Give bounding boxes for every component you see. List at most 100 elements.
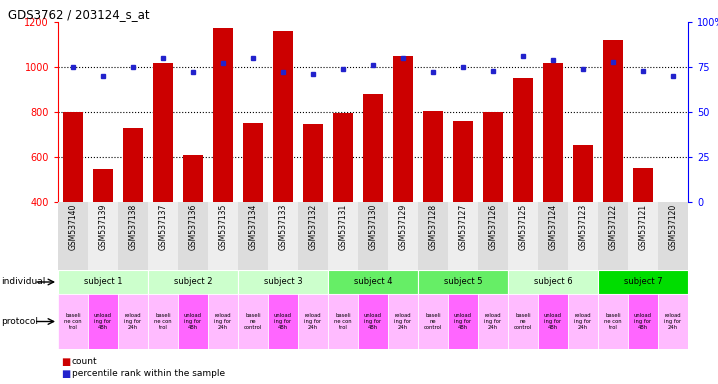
Bar <box>178 202 208 270</box>
Bar <box>418 294 448 349</box>
Text: unload
ing for
48h: unload ing for 48h <box>634 313 652 330</box>
Bar <box>598 270 688 294</box>
Bar <box>658 294 688 349</box>
Bar <box>123 128 143 202</box>
Text: baseli
ne con
trol: baseli ne con trol <box>334 313 352 330</box>
Bar <box>603 40 623 202</box>
Bar <box>268 294 298 349</box>
Bar <box>538 202 568 270</box>
Text: reload
ing for
24h: reload ing for 24h <box>304 313 322 330</box>
Text: ■: ■ <box>61 357 70 367</box>
Bar <box>328 294 358 349</box>
Bar <box>453 121 472 202</box>
Bar <box>274 31 293 202</box>
Bar <box>238 202 268 270</box>
Text: baseli
ne
control: baseli ne control <box>514 313 532 330</box>
Text: count: count <box>72 358 98 366</box>
Text: subject 2: subject 2 <box>174 278 213 286</box>
Text: percentile rank within the sample: percentile rank within the sample <box>72 369 225 379</box>
Bar <box>568 294 598 349</box>
Text: subject 5: subject 5 <box>444 278 482 286</box>
Text: baseli
ne con
trol: baseli ne con trol <box>64 313 82 330</box>
Text: unload
ing for
48h: unload ing for 48h <box>454 313 472 330</box>
Bar <box>148 270 238 294</box>
Text: GSM537123: GSM537123 <box>579 204 587 250</box>
Bar <box>118 202 148 270</box>
Bar <box>598 202 628 270</box>
Text: GSM537124: GSM537124 <box>549 204 557 250</box>
Bar <box>388 294 418 349</box>
Text: reload
ing for
24h: reload ing for 24h <box>215 313 232 330</box>
Text: GSM537135: GSM537135 <box>218 204 228 250</box>
Bar <box>303 124 323 202</box>
Text: unload
ing for
48h: unload ing for 48h <box>544 313 562 330</box>
Bar <box>508 202 538 270</box>
Text: unload
ing for
48h: unload ing for 48h <box>94 313 112 330</box>
Bar <box>88 202 118 270</box>
Bar <box>513 78 533 202</box>
Text: ■: ■ <box>61 369 70 379</box>
Text: GSM537131: GSM537131 <box>338 204 348 250</box>
Bar <box>118 294 148 349</box>
Bar <box>268 202 298 270</box>
Text: reload
ing for
24h: reload ing for 24h <box>664 313 681 330</box>
Bar <box>58 270 148 294</box>
Text: GSM537132: GSM537132 <box>309 204 317 250</box>
Bar <box>213 28 233 202</box>
Text: GSM537128: GSM537128 <box>429 204 437 250</box>
Text: protocol: protocol <box>1 317 39 326</box>
Text: baseli
ne con
trol: baseli ne con trol <box>604 313 622 330</box>
Text: unload
ing for
48h: unload ing for 48h <box>184 313 202 330</box>
Text: subject 3: subject 3 <box>264 278 302 286</box>
Bar <box>333 113 353 202</box>
Text: GSM537126: GSM537126 <box>488 204 498 250</box>
Bar <box>418 202 448 270</box>
Text: subject 6: subject 6 <box>533 278 572 286</box>
Text: reload
ing for
24h: reload ing for 24h <box>394 313 411 330</box>
Text: GSM537130: GSM537130 <box>368 204 378 250</box>
Bar <box>243 123 263 202</box>
Text: reload
ing for
24h: reload ing for 24h <box>124 313 141 330</box>
Bar <box>544 63 563 202</box>
Bar <box>538 294 568 349</box>
Text: reload
ing for
24h: reload ing for 24h <box>574 313 592 330</box>
Bar <box>208 202 238 270</box>
Text: GSM537122: GSM537122 <box>608 204 617 250</box>
Bar <box>58 202 88 270</box>
Bar <box>358 202 388 270</box>
Bar <box>388 202 418 270</box>
Bar <box>508 294 538 349</box>
Bar <box>328 270 418 294</box>
Text: GSM537134: GSM537134 <box>248 204 258 250</box>
Bar <box>328 202 358 270</box>
Bar <box>448 202 478 270</box>
Bar <box>63 112 83 202</box>
Bar <box>358 294 388 349</box>
Text: GSM537140: GSM537140 <box>68 204 78 250</box>
Bar <box>208 294 238 349</box>
Text: GSM537133: GSM537133 <box>279 204 287 250</box>
Bar <box>148 294 178 349</box>
Text: GSM537125: GSM537125 <box>518 204 528 250</box>
Bar <box>633 168 653 202</box>
Text: GSM537120: GSM537120 <box>668 204 678 250</box>
Text: reload
ing for
24h: reload ing for 24h <box>485 313 502 330</box>
Text: GSM537127: GSM537127 <box>459 204 467 250</box>
Text: subject 4: subject 4 <box>354 278 392 286</box>
Bar <box>418 270 508 294</box>
Text: GSM537138: GSM537138 <box>129 204 138 250</box>
Bar <box>508 270 598 294</box>
Bar <box>393 56 413 202</box>
Bar <box>58 294 88 349</box>
Bar <box>298 202 328 270</box>
Bar <box>178 294 208 349</box>
Bar <box>238 294 268 349</box>
Bar <box>363 94 383 202</box>
Bar <box>658 202 688 270</box>
Text: unload
ing for
48h: unload ing for 48h <box>364 313 382 330</box>
Bar <box>568 202 598 270</box>
Text: baseli
ne con
trol: baseli ne con trol <box>154 313 172 330</box>
Bar <box>628 202 658 270</box>
Bar <box>298 294 328 349</box>
Bar <box>628 294 658 349</box>
